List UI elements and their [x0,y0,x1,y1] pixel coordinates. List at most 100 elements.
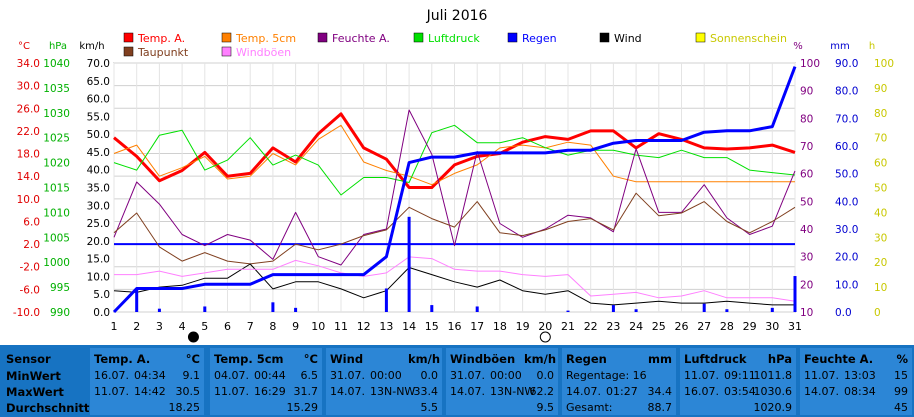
temp-tick-label: 10.0 [17,194,40,206]
stats-max-date: 11.07. [214,385,249,398]
stats-max-time: 01:27 [606,385,638,398]
stats-max-value: 33.4 [413,385,439,398]
legend-swatch [221,32,232,43]
x-tick-label: 23 [606,320,620,333]
legend-swatch [599,32,610,43]
x-tick-label: 20 [538,320,552,333]
rain-tick-label: 30.0 [835,224,858,236]
legend-label: Regen [522,32,557,45]
series-line [114,256,796,302]
stats-min-time: 00:44 [254,369,286,382]
wind-tick-label: 15.0 [87,254,110,266]
pressure-tick-label: 1020 [43,158,70,170]
x-tick-label: 13 [379,320,393,333]
pressure-tick-label: 1005 [43,232,70,244]
stats-col-bg [210,348,322,415]
rain-tick-label: 80.0 [835,86,858,98]
pressure-tick-label: 1030 [43,108,70,120]
stats-min-time: 00:00 [370,369,402,382]
wind-tick-label: 45.0 [87,147,110,159]
rain-tick-label: 0.0 [835,307,852,319]
sun-tick-label: 10 [874,282,887,294]
stats-avg-value: 5.5 [420,401,439,414]
stats-min-value: 0.0 [420,369,439,382]
row-label-avg: Durchschnitt [6,401,90,415]
legend-swatch [695,32,706,43]
rain-bar [294,307,298,312]
temp-tick-label: 30.0 [17,81,40,93]
wind-tick-label: 30.0 [87,200,110,212]
legend-swatch [413,32,424,43]
temp-tick-label: -6.0 [20,284,41,296]
weather-chart: Juli 2016 Temp. A. Temp. 5cm Feuchte A. Luft… [13,8,894,343]
rain-bar [475,306,479,312]
rain-tick-label: 90.0 [835,58,858,70]
humidity-tick-label: 40 [800,224,813,236]
row-label-max: MaxWert [6,385,64,399]
stats-min-value: 6.5 [300,369,319,382]
axis-unit: mm [830,41,849,52]
wind-tick-label: 70.0 [87,58,110,70]
stats-max-value: 1030.6 [753,385,793,398]
stats-col-bg [326,348,442,415]
temp-tick-label: 26.0 [17,103,40,115]
rain-tick-label: 60.0 [835,141,858,153]
stats-min-value: 0.0 [536,369,555,382]
chart-title: Juli 2016 [426,8,488,24]
stats-col-unit: °C [303,352,318,366]
stats-min-date: 11.07. [684,369,719,382]
pressure-tick-label: 1035 [43,83,70,95]
full-moon-icon [539,331,551,343]
temp-tick-label: 34.0 [17,58,40,70]
stats-col-name: Luftdruck [684,352,747,366]
rain-bar [271,302,275,312]
x-tick-label: 31 [788,320,802,333]
stats-max-date: 16.07. [684,385,719,398]
temp-tick-label: 14.0 [17,171,40,183]
axis-unit: °C [18,41,30,52]
temp-tick-label: 22.0 [17,126,40,138]
stats-col-unit: km/h [408,352,441,366]
stats-max-value: 30.5 [175,385,201,398]
stats-col-name: Regen [566,352,607,366]
stats-avg-label: Gesamt: [566,401,613,414]
legend-swatch [507,32,518,43]
stats-col-name: Temp. 5cm [214,352,284,366]
x-tick-label: 4 [179,320,186,333]
x-tick-label: 17 [470,320,484,333]
sun-tick-label: 40 [874,207,887,219]
rain-bar [566,310,570,312]
legend-label: Sonnenschein [710,32,787,45]
legend-swatch [123,32,134,43]
stats-col-name: Temp. A. [94,352,151,366]
stats-col-bg [446,348,558,415]
legend-label: Taupunkt [137,46,189,59]
row-label-min: MinWert [6,369,61,383]
stats-max-time: 13N-NW [490,385,536,398]
stats-max-date: 14.07. [330,385,365,398]
stats-avg-value: 15.29 [286,401,319,414]
temp-tick-label: -10.0 [13,307,40,319]
series-line [113,124,796,196]
legend-swatch [123,46,134,57]
x-tick-label: 6 [224,320,231,333]
x-tick-label: 12 [357,320,371,333]
stats-max-value: 99 [894,385,908,398]
stats-avg-value: 9.5 [536,401,555,414]
wind-tick-label: 5.0 [93,289,110,301]
x-tick-label: 19 [516,320,530,333]
x-tick-label: 2 [133,320,140,333]
sun-tick-label: 60 [874,158,887,170]
x-tick-label: 5 [201,320,208,333]
sun-tick-label: 90 [874,83,887,95]
x-tick-label: 18 [493,320,507,333]
x-tick-label: 8 [269,320,276,333]
x-tick-label: 28 [720,320,734,333]
pressure-tick-label: 1010 [43,207,70,219]
stats-max-time: 03:54 [724,385,756,398]
rain-tick-label: 10.0 [835,279,858,291]
stats-min-time: 04:34 [134,369,166,382]
stats-max-time: 16:29 [254,385,286,398]
stats-col-bg [680,348,796,415]
legend-swatch [317,32,328,43]
